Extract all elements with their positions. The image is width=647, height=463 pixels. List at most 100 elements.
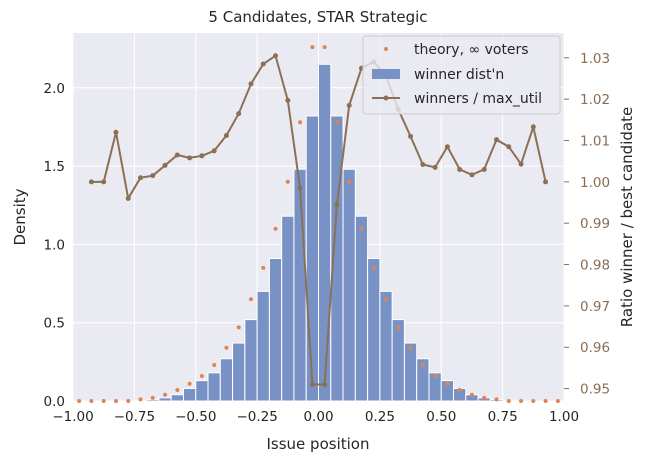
y-tick-label: 0.0: [44, 394, 65, 410]
ratio-point: [432, 164, 438, 170]
y-axis-label: Density: [11, 188, 29, 245]
ratio-point: [346, 102, 352, 108]
ratio-point: [174, 152, 180, 158]
x-tick-label: 0.75: [488, 409, 518, 425]
ratio-point: [518, 161, 524, 167]
x-axis-label: Issue position: [267, 435, 370, 453]
ratio-point: [248, 81, 254, 87]
y-tick-label: 1.0: [44, 237, 65, 253]
bar: [170, 394, 184, 402]
ratio-point: [322, 381, 328, 387]
y2-tick-label: 1.02: [580, 92, 610, 108]
bar: [219, 358, 234, 402]
theory-point: [224, 345, 229, 350]
x-tick-label: 0.00: [303, 409, 333, 425]
ratio-point: [506, 144, 512, 150]
theory-point: [101, 399, 106, 403]
theory-point: [334, 120, 339, 125]
theory-point: [445, 381, 450, 386]
theory-point: [384, 297, 389, 302]
y2-tick-label: 0.98: [580, 258, 610, 274]
legend-theory-label: theory, ∞ voters: [414, 42, 529, 58]
theory-point: [310, 45, 315, 50]
y-tick-label: 0.5: [44, 316, 65, 332]
ratio-point: [211, 148, 217, 154]
ratio-point: [408, 133, 414, 139]
ratio-point: [199, 153, 205, 159]
theory-point: [347, 179, 352, 184]
ratio-point: [334, 202, 340, 208]
ratio-point: [125, 195, 131, 201]
theory-point: [236, 325, 241, 330]
ratio-point: [309, 381, 315, 387]
y-tick-label: 1.5: [44, 159, 65, 175]
theory-point: [482, 395, 487, 400]
theory-point: [150, 395, 155, 400]
y2-tick-label: 0.96: [580, 340, 610, 356]
theory-point: [261, 265, 266, 270]
ratio-point: [420, 161, 426, 167]
bar: [158, 397, 172, 402]
ratio-point: [457, 166, 463, 172]
theory-point: [408, 345, 413, 350]
theory-point: [555, 399, 560, 403]
ratio-point: [101, 179, 107, 185]
ratio-point: [223, 133, 229, 139]
ratio-point: [162, 162, 168, 168]
ratio-point: [138, 175, 144, 181]
theory-point: [359, 226, 364, 231]
theory-point: [543, 399, 548, 403]
ratio-point: [236, 111, 242, 117]
theory-point: [113, 399, 118, 403]
ratio-line-series: [88, 53, 549, 387]
ratio-point: [297, 185, 303, 191]
legend-box: [362, 35, 561, 115]
y2-tick-label: 1.01: [580, 134, 610, 150]
ratio-point: [530, 124, 536, 130]
theory-point: [322, 45, 327, 50]
theory-point: [371, 265, 376, 270]
x-tick-label: −0.50: [175, 409, 216, 425]
theory-point: [519, 399, 524, 403]
bar: [403, 342, 418, 402]
bar: [354, 215, 369, 402]
x-tick-label: −0.75: [114, 409, 155, 425]
theory-point: [420, 362, 425, 367]
legend-theory-marker: [384, 47, 388, 51]
theory-point: [273, 226, 278, 231]
ratio-point: [150, 173, 156, 179]
theory-point: [89, 399, 94, 403]
bar: [342, 168, 356, 402]
theory-point: [285, 179, 290, 184]
theory-point: [531, 399, 536, 403]
theory-point: [199, 373, 204, 378]
legend-line-label: winners / max_util: [414, 91, 542, 107]
legend-bar-swatch: [372, 69, 400, 79]
bar: [195, 380, 209, 402]
ratio-point: [444, 144, 450, 150]
theory-series: [77, 45, 560, 403]
theory-point: [248, 297, 253, 302]
chart-title: 5 Candidates, STAR Strategic: [208, 8, 427, 26]
y2-tick-label: 0.95: [580, 382, 610, 398]
theory-point: [126, 399, 131, 403]
y2-axis-label: Ratio winner / best candidate: [618, 107, 636, 327]
ratio-point: [469, 172, 475, 178]
theory-point: [298, 120, 303, 125]
bar: [232, 342, 246, 402]
bar-series: [146, 63, 504, 402]
ratio-point: [285, 97, 291, 103]
y2-tick-label: 0.99: [580, 216, 610, 232]
bar: [256, 290, 270, 402]
ratio-point: [273, 53, 279, 59]
x-tick-label: −0.25: [236, 409, 277, 425]
theory-point: [138, 397, 143, 402]
theory-point: [175, 388, 180, 393]
bar: [268, 257, 283, 402]
ratio-point: [493, 137, 499, 143]
x-tick-label: 1.00: [549, 409, 579, 425]
bar: [305, 115, 320, 402]
bar: [379, 290, 393, 402]
x-tick-label: 0.25: [365, 409, 395, 425]
